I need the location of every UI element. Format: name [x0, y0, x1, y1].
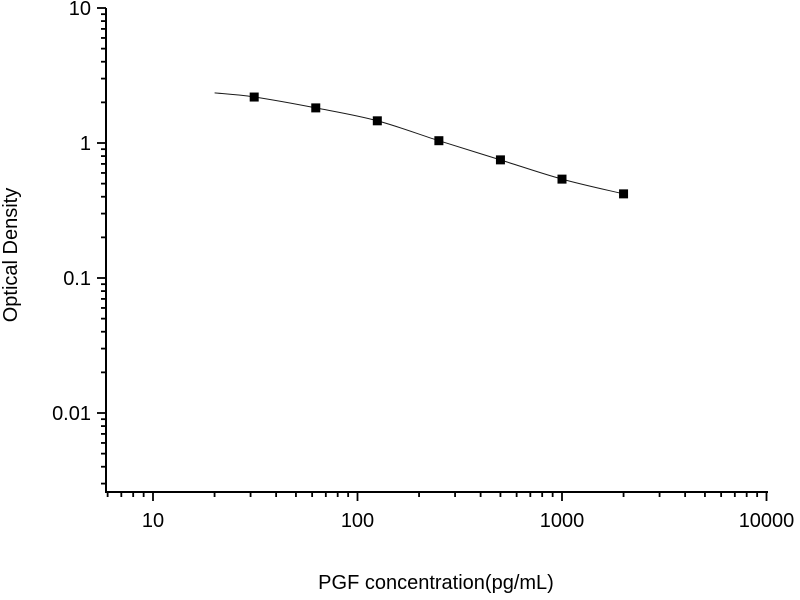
data-point-marker: [557, 174, 567, 184]
data-point-marker: [249, 92, 259, 102]
x-tick-label: 100: [341, 510, 374, 532]
fit-curve: [214, 92, 624, 195]
data-point-marker: [311, 103, 321, 113]
x-tick-label: 1000: [540, 510, 585, 532]
y-tick-label: 0.1: [63, 268, 91, 290]
data-point-marker: [495, 155, 505, 165]
x-tick-label: 10: [142, 510, 164, 532]
data-point-marker: [434, 136, 444, 146]
x-tick-label: 10000: [739, 510, 795, 532]
data-point-marker: [619, 189, 629, 199]
data-series: [214, 92, 629, 199]
y-axis-title: Optical Density: [0, 188, 22, 323]
x-axis-title: PGF concentration(pg/mL): [318, 572, 554, 594]
data-point-marker: [372, 116, 382, 126]
y-tick-label: 10: [69, 0, 91, 20]
y-tick-label: 0.01: [52, 403, 91, 425]
y-tick-label: 1: [80, 133, 91, 155]
axes: 10 100 1000 10000 0.01 0.1 1 10: [52, 0, 794, 532]
